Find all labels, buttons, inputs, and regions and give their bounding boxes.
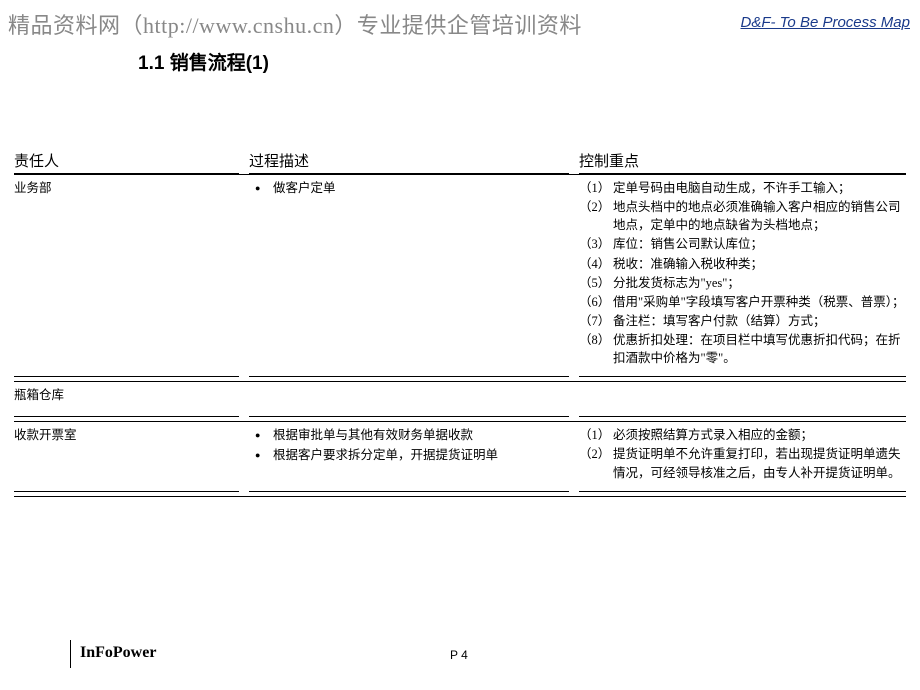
- process-item: 根据客户要求拆分定单，开据提货证明单: [249, 446, 569, 464]
- cell-responsible: 收款开票室: [14, 422, 249, 482]
- page-title: 1.1 销售流程(1): [138, 48, 269, 75]
- control-item: （1）定单号码由电脑自动生成，不许手工输入；: [579, 179, 906, 197]
- cell-responsible: 业务部: [14, 175, 249, 368]
- row-divider-full: [14, 496, 906, 497]
- cell-process: 根据审批单与其他有效财务单据收款 根据客户要求拆分定单，开据提货证明单: [249, 422, 579, 482]
- cell-control: （1）定单号码由电脑自动生成，不许手工输入； （2）地点头档中的地点必须准确输入…: [579, 175, 906, 368]
- watermark-text: 精品资料网（http://www.cnshu.cn）专业提供企管培训资料: [8, 8, 582, 40]
- footer-brand: InFoPower: [80, 644, 156, 662]
- table-header-row: 责任人 过程描述 控制重点: [14, 150, 906, 174]
- cell-control: [579, 382, 906, 408]
- process-table: 责任人 过程描述 控制重点 业务部 做客户定单 （1）定单号码由电脑自动生成，不…: [14, 150, 906, 497]
- table-row: 收款开票室 根据审批单与其他有效财务单据收款 根据客户要求拆分定单，开据提货证明…: [14, 422, 906, 482]
- control-item: （2）地点头档中的地点必须准确输入客户相应的销售公司地点，定单中的地点缺省为头档…: [579, 198, 906, 234]
- control-item: （3）库位：销售公司默认库位；: [579, 235, 906, 253]
- control-item: （6）借用"采购单"字段填写客户开票种类（税票、普票）；: [579, 293, 906, 311]
- control-item: （4）税收：准确输入税收种类；: [579, 255, 906, 273]
- control-item: （8）优惠折扣处理：在项目栏中填写优惠折扣代码；在折扣酒款中价格为"零"。: [579, 331, 906, 367]
- col-header-process: 过程描述: [249, 150, 569, 174]
- process-item: 做客户定单: [249, 179, 569, 197]
- row-divider: [14, 376, 906, 381]
- control-item: （7）备注栏：填写客户付款（结算）方式；: [579, 312, 906, 330]
- table-row: 瓶箱仓库: [14, 382, 906, 408]
- control-item: （1）必须按照结算方式录入相应的金额；: [579, 426, 906, 444]
- control-item: （2）提货证明单不允许重复打印，若出现提货证明单遗失情况，可经领导核准之后，由专…: [579, 445, 906, 481]
- cell-control: （1）必须按照结算方式录入相应的金额； （2）提货证明单不允许重复打印，若出现提…: [579, 422, 906, 482]
- footer-vertical-bar: [70, 640, 71, 668]
- col-header-responsible: 责任人: [14, 150, 239, 174]
- footer-page-number: P 4: [450, 648, 468, 662]
- cell-process: [249, 382, 579, 408]
- row-divider: [14, 491, 906, 496]
- col-header-control: 控制重点: [579, 150, 906, 174]
- cell-responsible: 瓶箱仓库: [14, 382, 249, 408]
- header-right-text: D&F- To Be Process Map: [740, 14, 910, 31]
- process-item: 根据审批单与其他有效财务单据收款: [249, 426, 569, 444]
- cell-process: 做客户定单: [249, 175, 579, 368]
- row-divider: [14, 416, 906, 421]
- control-item: （5）分批发货标志为"yes"；: [579, 274, 906, 292]
- table-row: 业务部 做客户定单 （1）定单号码由电脑自动生成，不许手工输入； （2）地点头档…: [14, 175, 906, 368]
